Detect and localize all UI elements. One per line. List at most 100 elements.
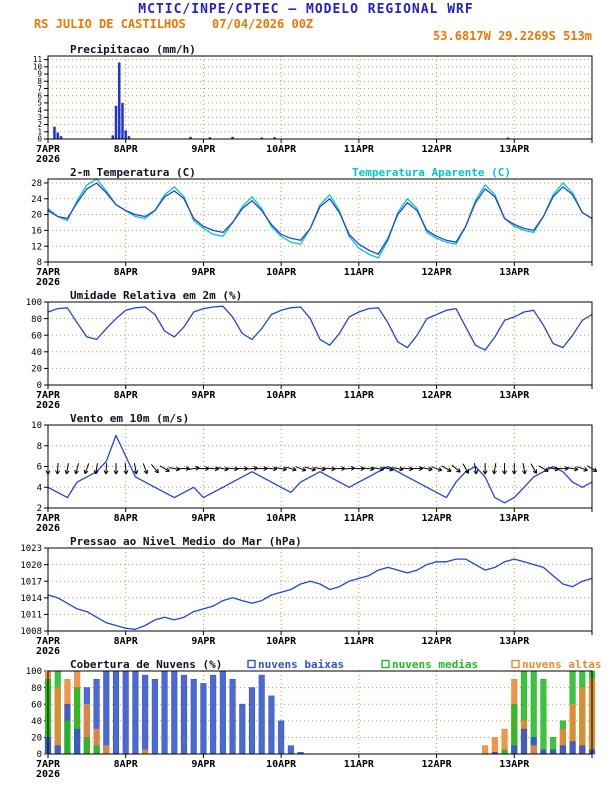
svg-text:1020: 1020	[20, 561, 42, 571]
panels-container: 0 1 2 3 4 5 6 7 8 9 10 11 7APR 2026 8APR 9APR 10APR 11APR…	[0, 42, 612, 780]
svg-text:80: 80	[31, 315, 42, 325]
wind-arrows	[45, 463, 598, 475]
svg-text:20: 20	[31, 211, 42, 221]
svg-text:8: 8	[37, 77, 42, 86]
svg-text:13APR: 13APR	[499, 144, 530, 155]
svg-text:2026: 2026	[36, 646, 60, 657]
series-clouds	[44, 670, 596, 755]
station-coords: 53.6817W 29.2269S 513m	[433, 29, 592, 43]
svg-text:8APR: 8APR	[114, 267, 139, 278]
series-wind	[47, 434, 593, 504]
gridlines	[48, 548, 592, 631]
svg-text:8APR: 8APR	[114, 636, 139, 647]
svg-text:2: 2	[37, 120, 42, 129]
svg-text:2: 2	[37, 504, 42, 514]
gridlines	[48, 671, 592, 754]
svg-text:9: 9	[37, 70, 42, 79]
svg-text:7APR: 7APR	[36, 144, 61, 155]
svg-text:10APR: 10APR	[266, 144, 297, 155]
svg-text:7APR: 7APR	[36, 267, 61, 278]
legend-label-0: nuvens baixas	[258, 658, 344, 671]
svg-text:2026: 2026	[36, 400, 60, 411]
svg-text:8APR: 8APR	[114, 144, 139, 155]
svg-text:12: 12	[31, 242, 42, 252]
svg-text:2026: 2026	[36, 277, 60, 288]
svg-text:11APR: 11APR	[344, 513, 375, 524]
gridlines	[48, 56, 592, 139]
svg-text:40: 40	[31, 717, 42, 727]
svg-text:7APR: 7APR	[36, 390, 61, 401]
station-name: RS JULIO DE CASTILHOS	[34, 17, 186, 31]
svg-text:9APR: 9APR	[191, 636, 216, 647]
svg-text:1023: 1023	[20, 544, 42, 554]
gridlines	[48, 425, 592, 508]
svg-text:12APR: 12APR	[422, 390, 453, 401]
svg-text:11APR: 11APR	[344, 390, 375, 401]
panel-title-precipitation: Precipitacao (mm/h)	[70, 43, 196, 56]
header: MCTIC/INPE/CPTEC — MODELO REGIONAL WRF R…	[0, 0, 612, 43]
svg-text:5: 5	[37, 99, 42, 108]
svg-text:10: 10	[31, 421, 42, 431]
svg-text:12APR: 12APR	[422, 144, 453, 155]
svg-text:0: 0	[37, 750, 42, 760]
svg-text:0: 0	[37, 381, 42, 391]
svg-text:60: 60	[31, 700, 42, 710]
svg-text:7APR: 7APR	[36, 759, 61, 770]
svg-text:6: 6	[37, 463, 42, 473]
panel-title-wind: Vento em 10m (m/s)	[70, 412, 189, 425]
svg-text:2026: 2026	[36, 154, 60, 165]
svg-text:9APR: 9APR	[191, 267, 216, 278]
svg-text:11APR: 11APR	[344, 759, 375, 770]
panel-title-clouds: Cobertura de Nuvens (%)	[70, 658, 222, 671]
svg-text:7: 7	[37, 84, 42, 93]
svg-text:1017: 1017	[20, 577, 42, 587]
svg-text:13APR: 13APR	[499, 513, 530, 524]
svg-text:12APR: 12APR	[422, 513, 453, 524]
svg-text:8: 8	[37, 442, 42, 452]
svg-text:80: 80	[31, 684, 42, 694]
svg-text:6: 6	[37, 91, 42, 100]
svg-text:10APR: 10APR	[266, 636, 297, 647]
panel-title-humidity: Umidade Relativa em 2m (%)	[70, 289, 242, 302]
legend-swatch-0	[247, 659, 256, 669]
svg-text:1011: 1011	[20, 611, 42, 621]
series-precipitation	[53, 62, 510, 139]
panel-title2-temperature: Temperatura Aparente (C)	[352, 166, 511, 179]
svg-text:12APR: 12APR	[422, 759, 453, 770]
svg-text:9APR: 9APR	[191, 513, 216, 524]
svg-text:7APR: 7APR	[36, 636, 61, 647]
svg-text:2026: 2026	[36, 523, 60, 534]
svg-text:13APR: 13APR	[499, 759, 530, 770]
svg-text:9APR: 9APR	[191, 144, 216, 155]
svg-text:1014: 1014	[20, 594, 42, 604]
svg-text:10APR: 10APR	[266, 513, 297, 524]
svg-text:10: 10	[33, 62, 43, 71]
svg-text:40: 40	[31, 348, 42, 358]
svg-text:2026: 2026	[36, 769, 60, 780]
svg-text:10APR: 10APR	[266, 759, 297, 770]
svg-text:11APR: 11APR	[344, 144, 375, 155]
legend-label-1: nuvens medias	[392, 658, 478, 671]
svg-text:13APR: 13APR	[499, 636, 530, 647]
legend-swatch-2	[511, 659, 520, 669]
svg-text:16: 16	[31, 227, 42, 237]
svg-text:100: 100	[26, 298, 42, 308]
svg-text:11APR: 11APR	[344, 267, 375, 278]
svg-text:8APR: 8APR	[114, 759, 139, 770]
series-temperature	[47, 178, 593, 259]
svg-text:4: 4	[37, 483, 42, 493]
svg-text:12APR: 12APR	[422, 636, 453, 647]
model-title: MCTIC/INPE/CPTEC — MODELO REGIONAL WRF	[138, 2, 474, 17]
panel-title-pressure: Pressao ao Nivel Medio do Mar (hPa)	[70, 535, 302, 548]
svg-text:8APR: 8APR	[114, 390, 139, 401]
svg-text:1: 1	[37, 127, 42, 136]
svg-text:10APR: 10APR	[266, 267, 297, 278]
run-datetime: 07/04/2026 00Z	[212, 17, 314, 31]
svg-text:60: 60	[31, 331, 42, 341]
svg-text:3: 3	[37, 113, 42, 122]
svg-text:11APR: 11APR	[344, 636, 375, 647]
svg-text:7APR: 7APR	[36, 513, 61, 524]
svg-text:9APR: 9APR	[191, 759, 216, 770]
